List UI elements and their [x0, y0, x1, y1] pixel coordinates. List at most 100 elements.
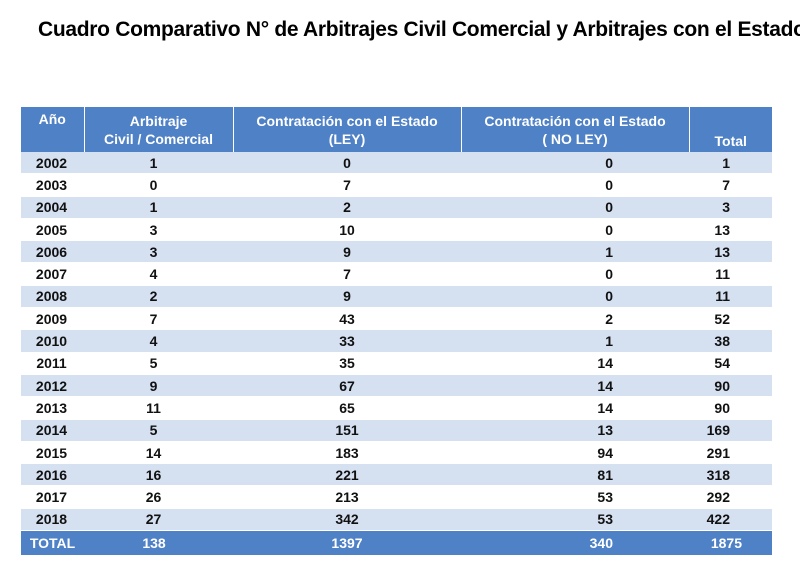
header-noley-line1: Contratación con el Estado: [484, 112, 666, 129]
row-civil-commercial: 7: [84, 307, 233, 331]
row-year: 2006: [21, 240, 84, 264]
row-civil-commercial: 1: [84, 152, 233, 175]
row-state-ley: 151: [233, 419, 461, 442]
table-row: 2004 1 2 0 3: [21, 196, 772, 219]
row-civil-commercial: 0: [84, 173, 233, 197]
row-civil-commercial: 9: [84, 374, 233, 398]
row-state-ley: 35: [233, 352, 461, 375]
row-state-no-ley: 81: [461, 463, 689, 487]
row-civil-commercial: 14: [84, 441, 233, 465]
header-year: Año: [21, 107, 84, 152]
header-noley-line2: ( NO LEY): [542, 130, 608, 147]
row-year: 2005: [21, 218, 84, 242]
row-state-ley: 43: [233, 307, 461, 331]
row-state-no-ley: 53: [461, 508, 689, 532]
row-state-ley: 0: [233, 152, 461, 175]
row-civil-commercial: 3: [84, 218, 233, 242]
row-state-no-ley: 14: [461, 352, 689, 375]
row-state-ley: 9: [233, 240, 461, 264]
row-total: 292: [689, 485, 772, 509]
table-row: 2018 27 342 53 422: [21, 508, 772, 532]
table-row: 2009 7 43 2 52: [21, 307, 772, 331]
row-year: 2017: [21, 485, 84, 509]
table-row: 2016 16 221 81 318: [21, 463, 772, 487]
row-year: 2015: [21, 441, 84, 465]
page-title: Cuadro Comparativo N° de Arbitrajes Civi…: [38, 18, 800, 41]
arbitration-table: Año Arbitraje Civil / Comercial Contrata…: [21, 107, 772, 556]
row-total: 38: [689, 329, 772, 353]
row-civil-commercial: 5: [84, 352, 233, 375]
row-total: 318: [689, 463, 772, 487]
row-state-no-ley: 0: [461, 218, 689, 242]
table-row: 2006 3 9 1 13: [21, 240, 772, 264]
row-total: 3: [689, 196, 772, 219]
row-total: 90: [689, 396, 772, 420]
table-footer: TOTAL 138 1397 340 1875: [21, 530, 772, 556]
row-civil-commercial: 2: [84, 285, 233, 309]
row-civil-commercial: 4: [84, 329, 233, 353]
table-row: 2007 4 7 0 11: [21, 262, 772, 286]
row-total: 11: [689, 285, 772, 309]
row-total: 169: [689, 419, 772, 442]
table-row: 2013 11 65 14 90: [21, 396, 772, 420]
header-state-no-ley: Contratación con el Estado ( NO LEY): [460, 107, 689, 152]
row-state-no-ley: 2: [461, 307, 689, 331]
row-state-no-ley: 0: [461, 285, 689, 309]
footer-grand-total: 1875: [689, 530, 772, 556]
row-total: 7: [689, 173, 772, 197]
row-state-no-ley: 0: [461, 262, 689, 286]
row-total: 291: [689, 441, 772, 465]
row-total: 11: [689, 262, 772, 286]
row-state-ley: 7: [233, 262, 461, 286]
row-state-ley: 213: [233, 485, 461, 509]
table-row: 2011 5 35 14 54: [21, 352, 772, 375]
row-total: 54: [689, 352, 772, 375]
row-state-no-ley: 0: [461, 173, 689, 197]
row-state-no-ley: 94: [461, 441, 689, 465]
table-row: 2017 26 213 53 292: [21, 485, 772, 509]
row-total: 1: [689, 152, 772, 175]
row-total: 90: [689, 374, 772, 398]
row-year: 2014: [21, 419, 84, 442]
row-year: 2010: [21, 329, 84, 353]
row-state-ley: 9: [233, 285, 461, 309]
row-state-no-ley: 14: [461, 374, 689, 398]
row-state-no-ley: 1: [461, 240, 689, 264]
footer-ley-total: 1397: [233, 530, 461, 556]
footer-noley-total: 340: [461, 530, 689, 556]
row-year: 2007: [21, 262, 84, 286]
row-total: 52: [689, 307, 772, 331]
row-year: 2011: [21, 352, 84, 375]
table-row: 2014 5 151 13 169: [21, 419, 772, 442]
row-total: 422: [689, 508, 772, 532]
header-civil-line2: Civil / Comercial: [104, 130, 213, 147]
table-row: 2010 4 33 1 38: [21, 329, 772, 353]
row-civil-commercial: 16: [84, 463, 233, 487]
row-civil-commercial: 1: [84, 196, 233, 219]
table-row: 2002 1 0 0 1: [21, 152, 772, 175]
table-row: 2015 14 183 94 291: [21, 441, 772, 465]
header-civil-line1: Arbitraje: [129, 112, 188, 129]
header-civil-commercial: Arbitraje Civil / Comercial: [83, 107, 233, 152]
row-year: 2008: [21, 285, 84, 309]
table-row: 2003 0 7 0 7: [21, 173, 772, 197]
table-row: 2012 9 67 14 90: [21, 374, 772, 398]
table-row: 2008 2 9 0 11: [21, 285, 772, 309]
row-state-ley: 7: [233, 173, 461, 197]
header-state-ley: Contratación con el Estado (LEY): [232, 107, 461, 152]
row-civil-commercial: 27: [84, 508, 233, 532]
footer-civil-total: 138: [84, 530, 233, 556]
row-total: 13: [689, 218, 772, 242]
row-state-ley: 342: [233, 508, 461, 532]
row-state-no-ley: 1: [461, 329, 689, 353]
row-state-ley: 65: [233, 396, 461, 420]
row-state-ley: 2: [233, 196, 461, 219]
header-ley-line2: (LEY): [328, 130, 366, 147]
table-body: 2002 1 0 0 1 2003 0 7 0 7 2004 1 2 0 3 2005 3 10 0 13 2006 3 9…: [21, 152, 772, 532]
row-state-ley: 183: [233, 441, 461, 465]
row-year: 2018: [21, 508, 84, 532]
row-year: 2016: [21, 463, 84, 487]
row-year: 2002: [21, 152, 84, 175]
row-civil-commercial: 3: [84, 240, 233, 264]
header-ley-line1: Contratación con el Estado: [256, 112, 438, 129]
